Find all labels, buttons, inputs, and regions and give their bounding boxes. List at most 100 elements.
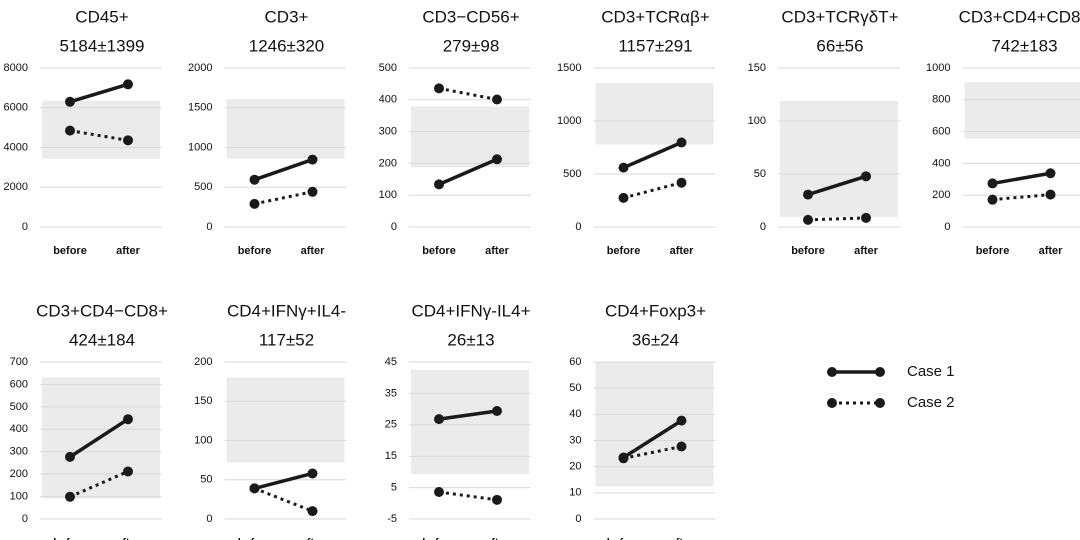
y-tick-label: 45 bbox=[385, 356, 397, 368]
data-point bbox=[123, 135, 133, 146]
series-line bbox=[253, 486, 314, 513]
series-line bbox=[69, 82, 129, 104]
data-point bbox=[123, 414, 133, 425]
y-tick-label: 4000 bbox=[4, 141, 28, 153]
data-point bbox=[987, 178, 998, 189]
data-point bbox=[307, 154, 318, 165]
y-tick-label: 1000 bbox=[188, 141, 212, 153]
data-point bbox=[65, 491, 75, 502]
y-tick-label: 200 bbox=[379, 157, 397, 169]
data-point bbox=[618, 192, 629, 203]
y-tick-label: 40 bbox=[569, 408, 581, 420]
y-tick-label: -5 bbox=[387, 513, 397, 525]
data-point bbox=[492, 94, 502, 105]
x-tick-label: before bbox=[238, 245, 272, 257]
legend-marker bbox=[827, 398, 837, 408]
legend-marker bbox=[875, 398, 885, 408]
y-tick-label: 200 bbox=[932, 189, 950, 201]
reference-band bbox=[595, 83, 714, 145]
y-tick-label: 0 bbox=[760, 221, 766, 233]
y-tick-label: 0 bbox=[22, 513, 28, 525]
data-point bbox=[307, 468, 318, 479]
series-line bbox=[622, 419, 683, 459]
chart-subtitle: 117±52 bbox=[259, 330, 314, 349]
chart-subtitle: 424±184 bbox=[69, 330, 135, 349]
x-tick-label: before bbox=[238, 537, 272, 540]
y-tick-label: 30 bbox=[569, 434, 581, 446]
x-tick-label: after bbox=[116, 245, 141, 257]
chart-title: CD3+CD4+CD8− bbox=[959, 7, 1080, 26]
data-point bbox=[987, 194, 998, 205]
y-tick-label: 0 bbox=[944, 221, 950, 233]
chart-title: CD3−CD56+ bbox=[422, 7, 519, 26]
y-tick-label: 500 bbox=[10, 401, 28, 413]
x-tick-label: after bbox=[116, 537, 141, 540]
chart-subtitle: 1246±320 bbox=[249, 36, 325, 55]
y-tick-label: 50 bbox=[569, 382, 581, 394]
y-tick-label: 100 bbox=[379, 189, 397, 201]
y-tick-label: 8000 bbox=[4, 62, 28, 74]
reference-band bbox=[411, 106, 529, 168]
x-tick-label: after bbox=[1039, 245, 1064, 257]
chart-title: CD3+CD4−CD8+ bbox=[36, 301, 168, 320]
x-tick-label: before bbox=[422, 537, 456, 540]
y-tick-label: 0 bbox=[391, 221, 397, 233]
data-point bbox=[1045, 168, 1056, 179]
series-line bbox=[992, 171, 1051, 186]
y-tick-label: 500 bbox=[194, 181, 212, 193]
y-tick-label: 600 bbox=[10, 378, 28, 390]
series-line bbox=[69, 417, 129, 459]
data-point bbox=[434, 486, 444, 497]
data-point bbox=[307, 186, 318, 197]
chart-subtitle: 66±56 bbox=[816, 36, 863, 55]
y-tick-label: 100 bbox=[194, 434, 212, 446]
series-line bbox=[438, 409, 498, 421]
data-point bbox=[676, 177, 687, 188]
y-tick-label: 1000 bbox=[557, 115, 581, 127]
series-line bbox=[253, 157, 314, 182]
series-line bbox=[623, 181, 682, 200]
x-tick-label: after bbox=[854, 245, 879, 257]
data-point bbox=[123, 466, 133, 477]
x-tick-label: before bbox=[607, 245, 641, 257]
data-point bbox=[492, 154, 502, 165]
y-tick-label: 500 bbox=[563, 168, 581, 180]
y-tick-label: 20 bbox=[569, 461, 581, 473]
chart-subtitle: 26±13 bbox=[447, 330, 494, 349]
y-tick-label: 50 bbox=[200, 474, 212, 486]
y-tick-label: 400 bbox=[10, 423, 28, 435]
y-tick-label: 2000 bbox=[4, 181, 28, 193]
y-tick-label: 1000 bbox=[926, 62, 950, 74]
y-tick-label: 35 bbox=[385, 387, 397, 399]
y-tick-label: 300 bbox=[10, 446, 28, 458]
chart-title: CD4+IFNγ-IL4+ bbox=[411, 301, 530, 320]
legend-marker bbox=[875, 367, 885, 377]
y-tick-label: 1500 bbox=[557, 62, 581, 74]
y-tick-label: 50 bbox=[754, 168, 766, 180]
y-tick-label: 0 bbox=[206, 221, 212, 233]
x-tick-label: before bbox=[53, 537, 87, 540]
x-tick-label: after bbox=[301, 537, 326, 540]
chart-title: CD3+ bbox=[265, 7, 309, 26]
chart-title: CD3+TCRγδT+ bbox=[781, 7, 898, 26]
data-point bbox=[618, 162, 629, 173]
chart-subtitle: 279±98 bbox=[443, 36, 500, 55]
y-tick-label: 700 bbox=[10, 356, 28, 368]
chart-subtitle: 36±24 bbox=[632, 330, 679, 349]
y-tick-label: 800 bbox=[932, 94, 950, 106]
series-line bbox=[254, 471, 313, 491]
y-tick-label: 200 bbox=[10, 468, 28, 480]
y-tick-label: 400 bbox=[379, 94, 397, 106]
data-point bbox=[861, 212, 871, 223]
x-tick-label: after bbox=[670, 245, 695, 257]
data-point bbox=[434, 83, 444, 94]
chart-subtitle: 1157±291 bbox=[618, 36, 692, 55]
y-tick-label: 100 bbox=[748, 115, 766, 127]
y-tick-label: 60 bbox=[569, 356, 581, 368]
data-point bbox=[249, 198, 260, 209]
reference-band bbox=[226, 99, 345, 159]
data-point bbox=[123, 79, 133, 90]
data-point bbox=[434, 414, 444, 425]
y-tick-label: 0 bbox=[22, 221, 28, 233]
